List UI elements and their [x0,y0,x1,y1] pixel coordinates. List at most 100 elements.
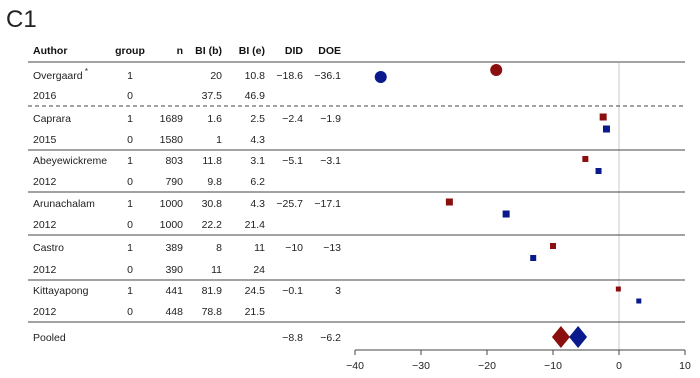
cell-did: −2.4 [282,113,303,125]
plot-marks [374,64,642,348]
pooled-did: −8.8 [282,332,303,344]
panel-label: C1 [6,6,37,33]
study-author: Arunachalam [33,198,95,210]
cell-group: 0 [127,264,133,276]
cell-did: −25.7 [276,198,303,210]
cell-bi-b: 81.9 [202,285,223,297]
cell-doe: −3.1 [320,155,341,167]
cell-bi-b: 11.8 [202,155,222,167]
cell-bi-e: 21.4 [245,219,266,231]
cell-doe: −17.1 [314,198,341,210]
pooled-doe: −6.2 [320,332,341,344]
cell-bi-b: 1.6 [207,113,222,125]
cell-n: 448 [165,306,183,318]
doe-marker [502,210,510,218]
cell-n: 390 [165,264,183,276]
study-author: Castro [33,242,64,254]
pooled-label: Pooled [33,332,66,344]
did-marker [582,156,589,162]
cell-bi-b: 8 [216,242,222,254]
doe-marker [374,71,387,83]
cell-group: 1 [127,113,133,125]
doe-marker [530,255,537,261]
header-bi-e: BI (e) [239,45,265,57]
cell-group: 1 [127,70,133,82]
cell-did: −0.1 [282,285,303,297]
header-group: group [115,45,145,57]
cell-n: 790 [165,176,183,188]
header-did: DID [285,45,304,57]
cell-did: −18.6 [276,70,303,82]
cell-did: −5.1 [282,155,303,167]
cell-bi-e: 2.5 [250,113,265,125]
study-year: 2012 [33,306,57,318]
cell-bi-e: 3.1 [250,155,265,167]
cell-bi-b: 37.5 [202,90,223,102]
cell-bi-e: 24.5 [245,285,266,297]
cell-bi-b: 22.2 [202,219,223,231]
did-marker [445,198,453,206]
cell-group: 0 [127,134,133,146]
header-n: n [177,45,183,57]
cell-n: 1000 [160,219,184,231]
cell-doe: −1.9 [320,113,341,125]
header-author: Author [33,45,67,57]
x-tick-label: −10 [544,360,562,372]
study-author: Caprara [33,113,71,125]
cell-group: 1 [127,285,133,297]
did-marker [599,113,607,121]
cell-bi-b: 30.8 [202,198,223,210]
cell-n: 1580 [160,134,184,146]
cell-n: 389 [165,242,183,254]
cell-bi-b: 11 [211,264,222,276]
study-year: 2012 [33,219,57,231]
header-doe: DOE [318,45,341,57]
cell-bi-e: 10.8 [245,70,266,82]
x-tick-label: −40 [346,360,364,372]
cell-group: 0 [127,90,133,102]
study-author: Kittayapong [33,285,89,297]
x-tick-label: 0 [616,360,622,372]
x-tick-label: −20 [478,360,496,372]
study-year: 2012 [33,176,57,188]
study-year: 2012 [33,264,57,276]
cell-n: 1689 [160,113,184,125]
cell-did: −10 [285,242,303,254]
pooled-doe-diamond [569,326,588,348]
doe-marker [595,168,602,174]
cell-group: 0 [127,219,133,231]
x-tick-label: 10 [679,360,691,372]
did-marker [490,64,503,76]
study-year: 2015 [33,134,57,146]
cell-bi-e: 46.9 [245,90,266,102]
cell-group: 0 [127,176,133,188]
x-tick-label: −30 [412,360,430,372]
cell-group: 1 [127,242,133,254]
cell-group: 0 [127,306,133,318]
cell-n: 441 [165,285,183,297]
header-bi-b: BI (b) [195,45,222,57]
cell-group: 1 [127,198,133,210]
x-axis: −40 −30 −20 −10 0 10 [346,349,691,372]
cell-bi-b: 78.8 [202,306,223,318]
study-author: Overgaard * [33,67,88,82]
cell-bi-e: 21.5 [245,306,266,318]
cell-doe: −36.1 [314,70,341,82]
table-rules [28,61,685,350]
cell-bi-b: 20 [210,70,222,82]
did-marker [615,286,621,292]
cell-doe: −13 [323,242,341,254]
cell-bi-e: 24 [253,264,265,276]
study-author: Abeyewickreme [33,155,107,167]
cell-bi-b: 9.8 [207,176,222,188]
cell-bi-e: 4.3 [250,198,265,210]
header-row: Author group n BI (b) BI (e) DID DOE [33,45,341,57]
pooled-did-diamond [551,326,570,348]
table-rows: Overgaard * 2016 1 20 10.8 −18.6 −36.1 0 37.5 46.… [33,67,341,344]
cell-n: 803 [165,155,183,167]
cell-bi-b: 1 [216,134,222,146]
cell-bi-e: 4.3 [250,134,265,146]
study-year: 2016 [33,90,57,102]
cell-group: 1 [127,155,133,167]
